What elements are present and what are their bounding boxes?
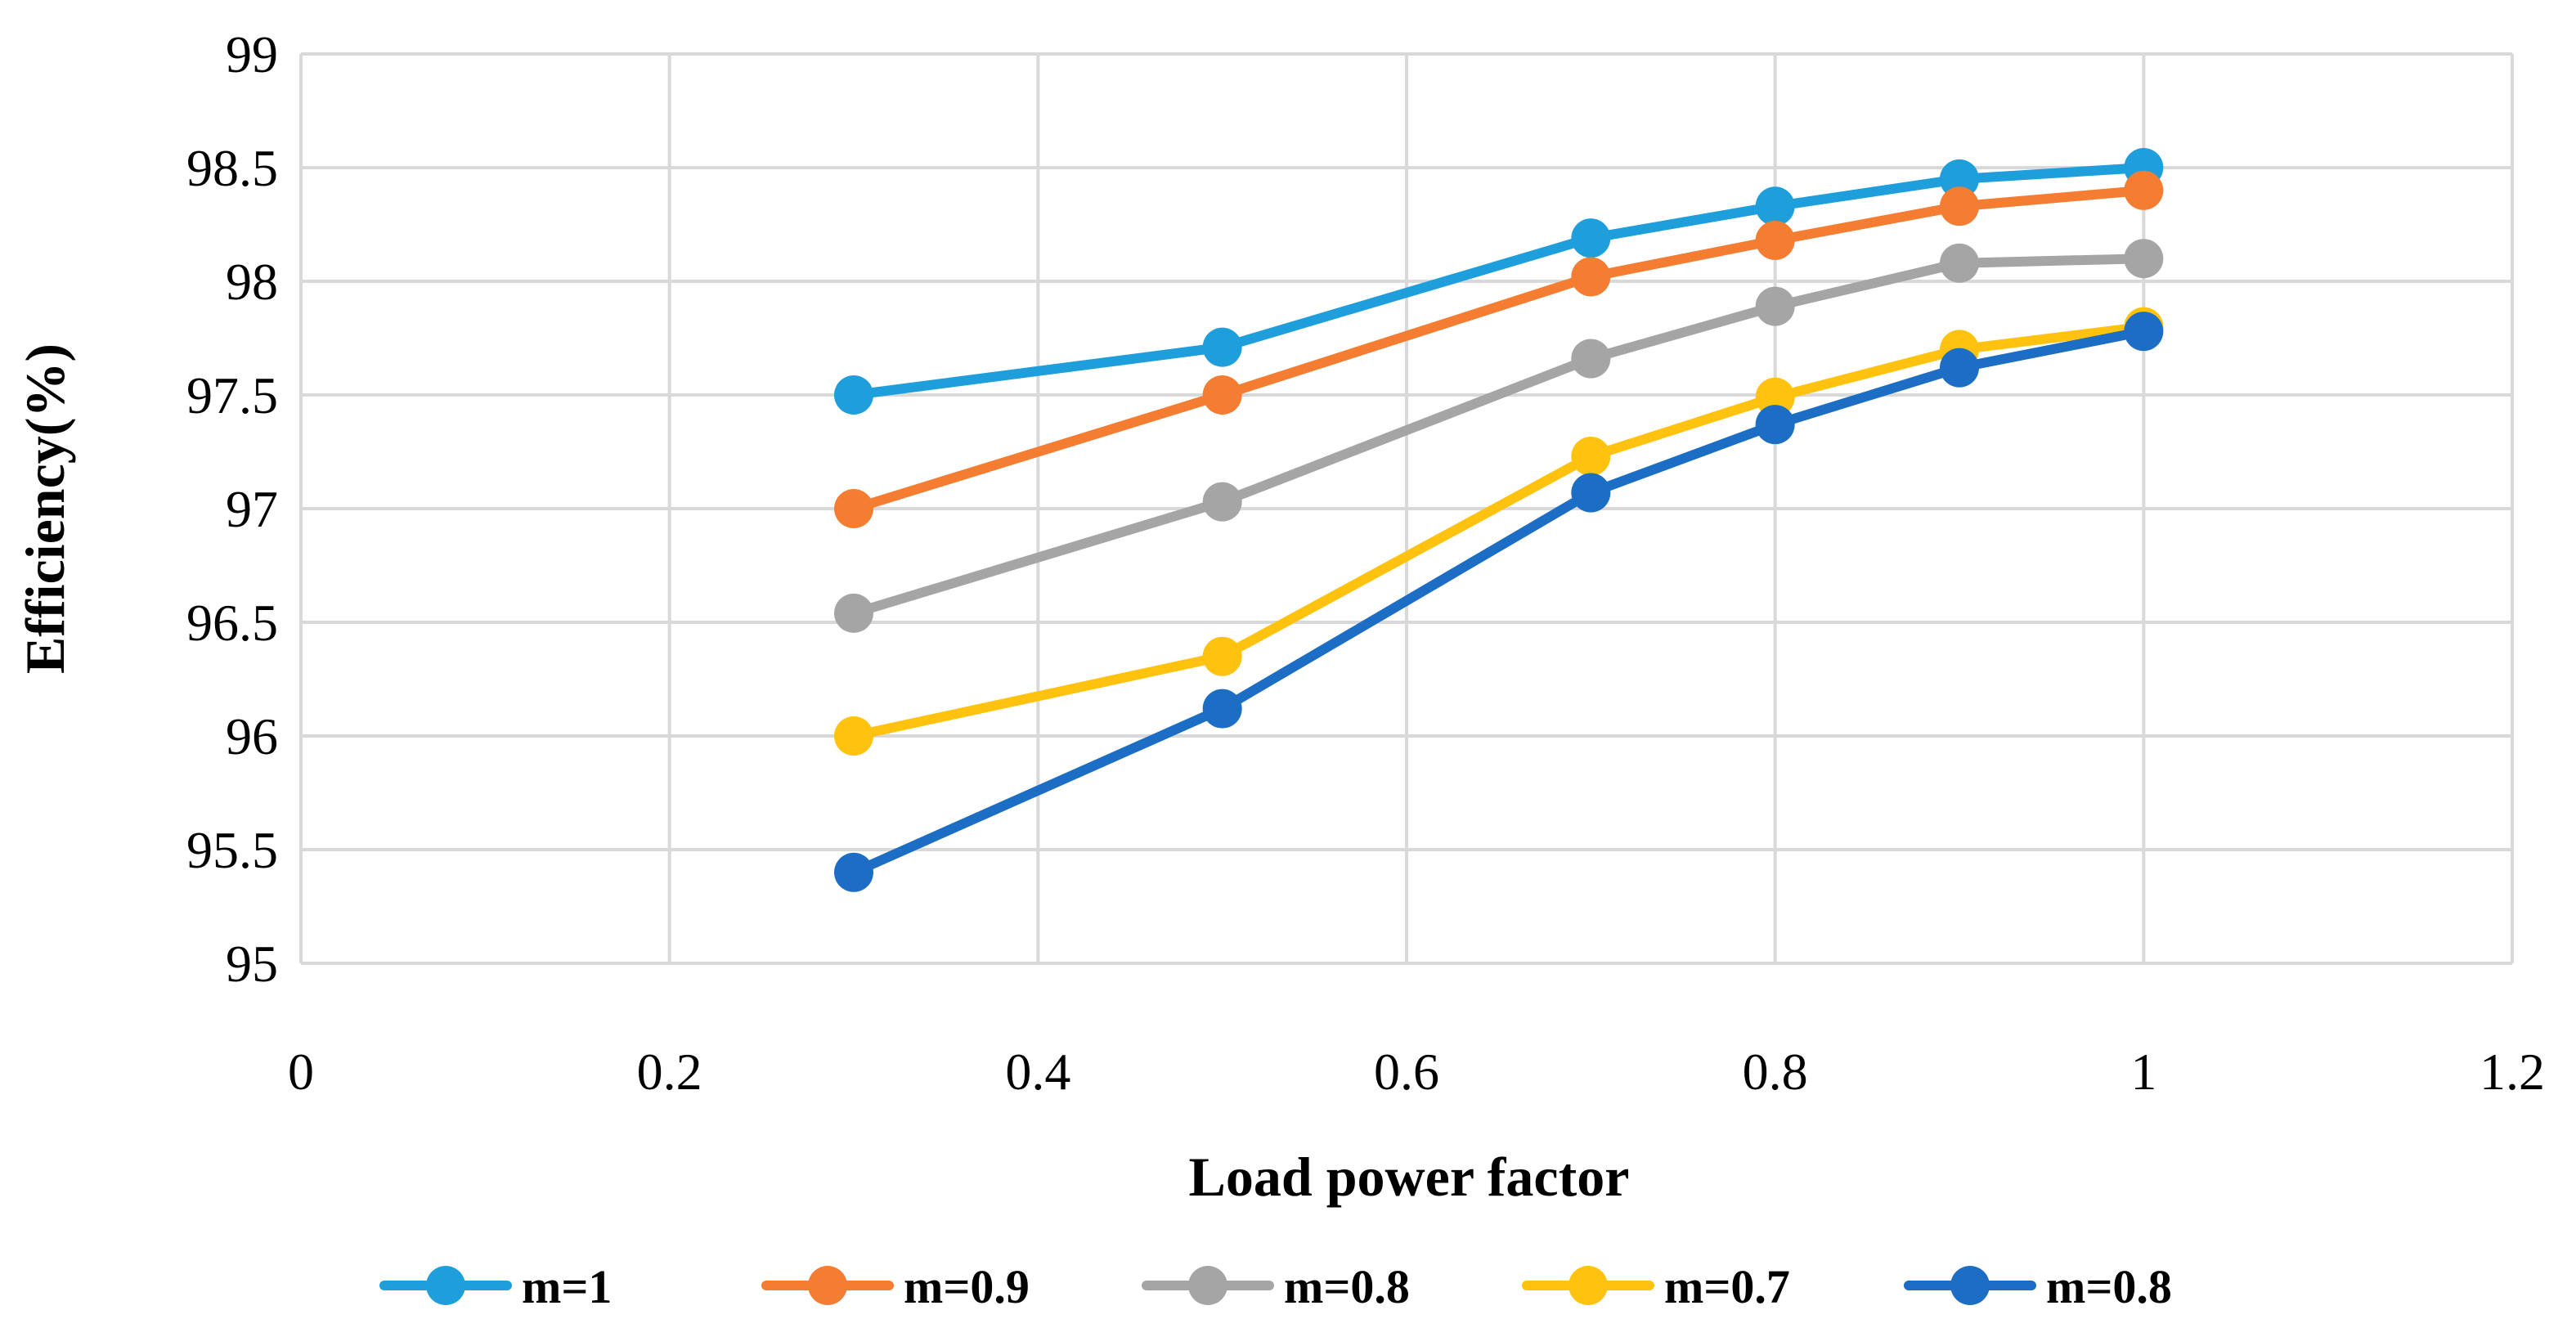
x-tick-label: 0.8: [1743, 1043, 1808, 1101]
series-5: [834, 312, 2164, 892]
series-line: [849, 253, 2149, 618]
legend-swatch-marker: [1568, 1266, 1608, 1305]
legend-item: m=0.9: [761, 1260, 1030, 1313]
series-3: [834, 239, 2164, 633]
x-axis-title: Load power factor: [1189, 1146, 1630, 1208]
legend-swatch-marker: [1188, 1266, 1227, 1305]
data-point: [2124, 312, 2164, 352]
legend-label: m=0.7: [1664, 1260, 1790, 1313]
y-tick-label: 99: [226, 25, 278, 83]
data-point: [1755, 220, 1795, 260]
x-tick-label: 1: [2130, 1043, 2156, 1101]
legend-item: m=0.7: [1522, 1260, 1790, 1313]
data-point: [1202, 482, 1242, 522]
data-point: [834, 716, 873, 756]
legend-swatch-marker: [426, 1266, 465, 1305]
series-line: [849, 321, 2149, 741]
data-point: [1571, 437, 1611, 477]
legend-label: m=0.8: [1284, 1260, 1410, 1313]
tick-labels: 95 95.5 96 96.5 97 97.5 98 98.5 99 0 0.2 0.4 0.6 0.8 1…: [186, 25, 2545, 1101]
data-point: [1202, 375, 1242, 415]
x-tick-label: 1.2: [2480, 1043, 2545, 1101]
y-tick-label: 98: [226, 253, 278, 311]
y-tick-label: 96.5: [186, 594, 278, 652]
data-point: [834, 593, 873, 633]
data-point: [1940, 186, 1979, 227]
data-point: [1571, 473, 1611, 513]
data-point: [1755, 405, 1795, 445]
data-point: [834, 852, 873, 892]
y-tick-label: 97.5: [186, 366, 278, 424]
legend-label: m=0.9: [904, 1260, 1030, 1313]
series-line: [849, 185, 2149, 514]
legend-swatch-marker: [808, 1266, 847, 1305]
data-point: [1202, 689, 1242, 729]
data-point: [1755, 377, 1795, 417]
legend-swatch-marker: [1950, 1266, 1990, 1305]
data-point: [1202, 636, 1242, 676]
data-point: [1571, 339, 1611, 379]
data-point: [1755, 186, 1795, 227]
series-1: [834, 148, 2164, 415]
y-tick-label: 97: [226, 480, 278, 538]
series-lines: [834, 148, 2164, 892]
x-tick-label: 0: [288, 1043, 314, 1101]
data-point: [2124, 170, 2164, 210]
data-point: [1202, 327, 1242, 367]
data-point: [834, 375, 873, 415]
series-line: [849, 326, 2149, 877]
y-tick-label: 98.5: [186, 139, 278, 197]
y-axis-title: Efficiency(%): [14, 343, 76, 674]
data-point: [1940, 348, 1979, 388]
legend-item: m=1: [379, 1260, 612, 1313]
legend-label: m=1: [522, 1260, 612, 1313]
grid: [299, 52, 2514, 965]
series-2: [834, 170, 2164, 528]
data-point: [1755, 286, 1795, 326]
data-point: [1571, 257, 1611, 297]
y-tick-label: 95: [226, 935, 278, 993]
data-point: [1571, 218, 1611, 258]
series-line: [849, 163, 2149, 400]
x-tick-label: 0.4: [1005, 1043, 1070, 1101]
y-tick-label: 95.5: [186, 821, 278, 879]
legend-item: m=0.8: [1142, 1260, 1410, 1313]
y-tick-label: 96: [226, 707, 278, 765]
data-point: [1940, 159, 1979, 199]
legend-item: m=0.8: [1904, 1260, 2172, 1313]
data-point: [2124, 239, 2164, 279]
x-tick-label: 0.2: [637, 1043, 702, 1101]
data-point: [1940, 243, 1979, 283]
legend-label: m=0.8: [2046, 1260, 2172, 1313]
x-tick-label: 0.6: [1374, 1043, 1439, 1101]
legend: m=1 m=0.9 m=0.8 m=0.7 m=0.8: [379, 1260, 2172, 1313]
data-point: [834, 489, 873, 528]
